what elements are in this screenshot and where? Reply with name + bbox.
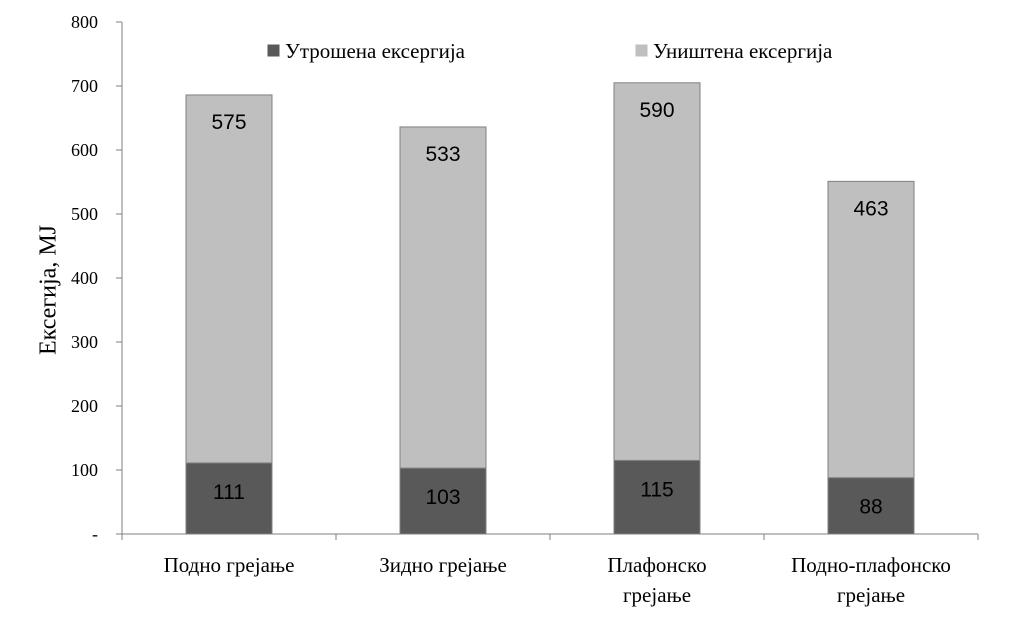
y-tick-label: -: [92, 524, 98, 544]
y-tick-label: 500: [71, 204, 98, 224]
data-label: 590: [639, 99, 674, 122]
y-tick-label: 100: [71, 460, 98, 480]
data-label: 88: [859, 496, 882, 519]
data-label: 533: [425, 143, 460, 166]
bar-segment: [185, 462, 273, 535]
bar-segment: [827, 477, 915, 535]
legend-swatch: [635, 44, 648, 57]
x-category-label: Подно грејање: [164, 553, 295, 577]
bars: 111 575 103 533 115 590 88 463: [185, 82, 915, 535]
y-tick-label: 400: [71, 268, 98, 288]
legend: Утрошена ексергија Уништена ексергија: [267, 39, 833, 63]
x-category-label: Подно-плафонско: [791, 553, 951, 577]
bar-segment: [185, 94, 273, 464]
data-label: 111: [213, 481, 245, 504]
x-category-label: грејање: [623, 583, 691, 607]
legend-swatch: [267, 44, 280, 57]
x-category-label: грејање: [837, 583, 905, 607]
legend-label: Уништена ексергија: [653, 39, 833, 63]
bar-segment: [827, 180, 915, 479]
x-category-label: Зидно грејање: [379, 553, 507, 577]
data-label: 103: [425, 486, 460, 509]
y-tick-label: 300: [71, 332, 98, 352]
y-tick-label: 700: [71, 76, 98, 96]
y-tick-label: 600: [71, 140, 98, 160]
x-category-label: Плафонско: [607, 553, 706, 577]
data-label: 115: [640, 478, 673, 501]
y-tick-label: 200: [71, 396, 98, 416]
y-tick-label: 800: [71, 12, 98, 32]
bar-segment: [613, 82, 701, 461]
legend-label: Утрошена ексергија: [285, 39, 466, 63]
axes: - 100 200 300 400 500 600 700 800 Подно грејање Зи…: [71, 12, 979, 607]
data-label: 575: [211, 111, 246, 134]
bar-segment: [399, 467, 487, 535]
data-label: 463: [853, 197, 888, 220]
bar-segment: [399, 126, 487, 469]
y-axis-label: Ексегија, MJ: [36, 225, 62, 355]
